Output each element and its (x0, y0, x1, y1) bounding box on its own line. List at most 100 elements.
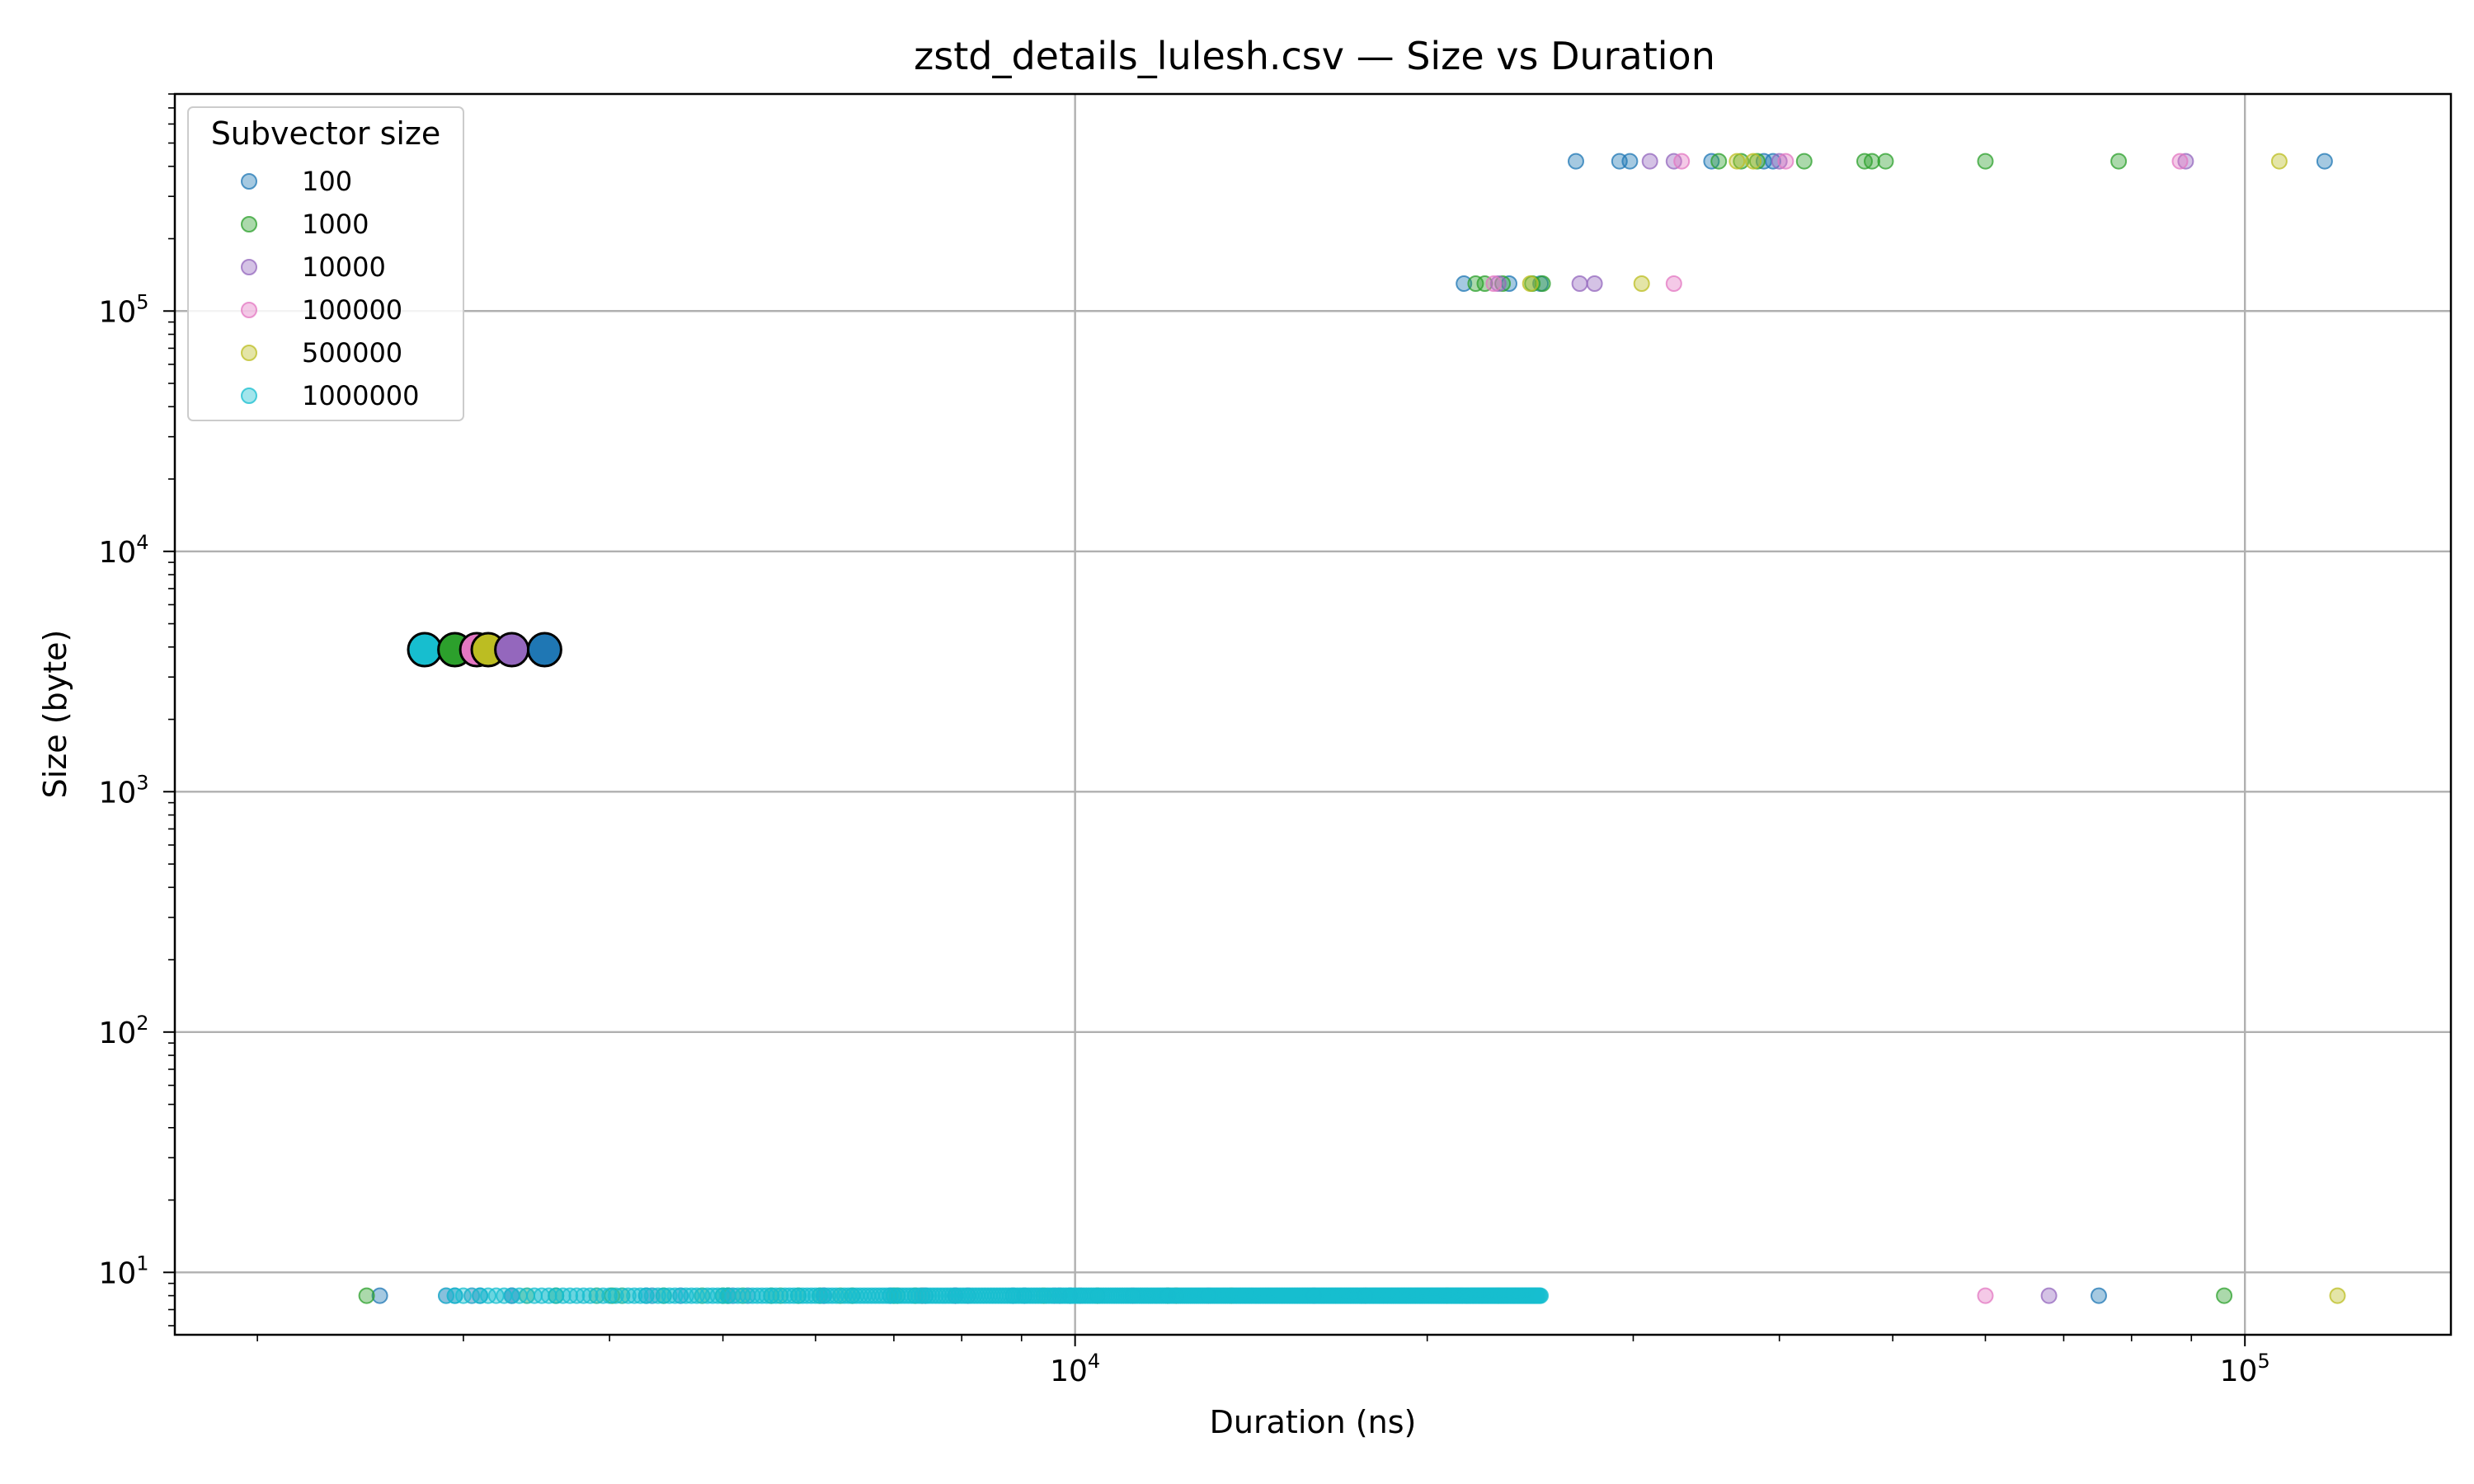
legend-label: 1000 (302, 209, 369, 240)
y-tick-label: 101 (98, 1252, 148, 1290)
scatter-point (588, 1287, 605, 1304)
scatter-point (454, 1287, 472, 1304)
legend-title: Subvector size (211, 115, 441, 152)
mean-marker (407, 632, 443, 668)
scatter-point (772, 1287, 789, 1304)
legend-label: 100 (302, 166, 352, 197)
scatter-point (643, 1287, 661, 1304)
scatter-point (1765, 153, 1781, 170)
scatter-point (1532, 1287, 1550, 1304)
scatter-point (2177, 153, 2194, 170)
scatter-point (1485, 275, 1503, 292)
plot-frame (173, 92, 2453, 1336)
y-tick-label: 105 (98, 290, 148, 329)
scatter-point (1977, 1287, 1994, 1304)
grid (175, 94, 2451, 1335)
scatter-point (1864, 153, 1880, 170)
legend-label: 100000 (302, 294, 402, 326)
scatter-point (649, 1287, 666, 1304)
scatter-point (1733, 153, 1750, 170)
legend-marker (241, 173, 257, 190)
scatter-point (2171, 153, 2189, 170)
scatter-point (655, 1287, 672, 1304)
mean-markers (407, 632, 562, 668)
scatter-point (438, 1287, 454, 1304)
legend-items: 100 1000 10000 100000 500000 1000000 (241, 166, 420, 411)
scatter-point (2316, 153, 2333, 170)
scatter-point (785, 1287, 802, 1304)
scatter-point (811, 1287, 829, 1304)
legend: Subvector size 1001000100001000005000001… (187, 106, 464, 421)
x-axis-title: Duration (ns) (1210, 1404, 1417, 1440)
scatter-point (767, 1287, 784, 1304)
scatter-point (1771, 153, 1788, 170)
y-axis-title: Size (byte) (37, 630, 73, 799)
chart-title: zstd_details_lulesh.csv — Size vs Durati… (914, 34, 1715, 78)
scatter-point (1745, 153, 1762, 170)
scatter-point (1494, 275, 1512, 292)
scatter-point (1586, 275, 1603, 292)
scatter-point (807, 1287, 824, 1304)
scatter-point (661, 1287, 678, 1304)
scatter-point (601, 1287, 618, 1304)
data-points (358, 153, 2346, 1304)
scatter-point (2329, 1287, 2346, 1304)
scatter-point (595, 1287, 612, 1304)
y-tick-label: 103 (98, 771, 148, 810)
axis-ticks (163, 93, 2246, 1346)
scatter-point (1476, 275, 1493, 292)
scatter-point (1748, 153, 1766, 170)
scatter-point (371, 1287, 388, 1304)
legend-label: 10000 (302, 251, 386, 283)
legend-marker (241, 387, 257, 404)
scatter-point (1673, 153, 1691, 170)
scatter-point (614, 1287, 631, 1304)
axis-tick-labels: 104 105 101 102 103 104 105 (98, 290, 2269, 1388)
legend-marker (241, 345, 257, 361)
scatter-point (802, 1287, 820, 1304)
scatter-point (1977, 153, 1994, 170)
scatter-point (781, 1287, 798, 1304)
scatter-point (1777, 153, 1794, 170)
y-tick-label: 104 (98, 531, 148, 570)
scatter-point (1633, 275, 1650, 292)
scatter-point (1710, 153, 1728, 170)
scatter-point (358, 1287, 375, 1304)
scatter-point (2040, 1287, 2058, 1304)
scatter-point (763, 1287, 780, 1304)
scatter-point (1522, 275, 1539, 292)
scatter-point (1877, 153, 1894, 170)
legend-marker (241, 216, 257, 232)
scatter-point (798, 1287, 816, 1304)
legend-marker (241, 302, 257, 318)
scatter-point (1621, 153, 1639, 170)
scatter-point (1795, 153, 1813, 170)
legend-label: 500000 (302, 337, 402, 369)
x-tick-label: 104 (1050, 1350, 1100, 1388)
mean-marker (526, 632, 562, 668)
scatter-point (632, 1287, 649, 1304)
scatter-point (637, 1287, 655, 1304)
scatter-point (607, 1287, 624, 1304)
scatter-point (2110, 153, 2128, 170)
scatter-point (1568, 153, 1584, 170)
scatter-point (1534, 275, 1551, 292)
scatter-point (446, 1287, 463, 1304)
scatter-point (1489, 275, 1507, 292)
y-tick-label: 102 (98, 1012, 148, 1050)
scatter-point (1571, 275, 1588, 292)
legend-label: 1000000 (302, 380, 420, 411)
scatter-point (2216, 1287, 2233, 1304)
scatter-point (1641, 153, 1658, 170)
scatter-point (776, 1287, 793, 1304)
scatter-point (794, 1287, 811, 1304)
scatter-point (626, 1287, 643, 1304)
scatter-point (1456, 275, 1473, 292)
scatter-point (1665, 275, 1682, 292)
scatter-point (2091, 1287, 2107, 1304)
legend-box (187, 106, 464, 421)
legend-marker (241, 259, 257, 275)
scatter-point (790, 1287, 807, 1304)
mean-marker (494, 632, 530, 668)
